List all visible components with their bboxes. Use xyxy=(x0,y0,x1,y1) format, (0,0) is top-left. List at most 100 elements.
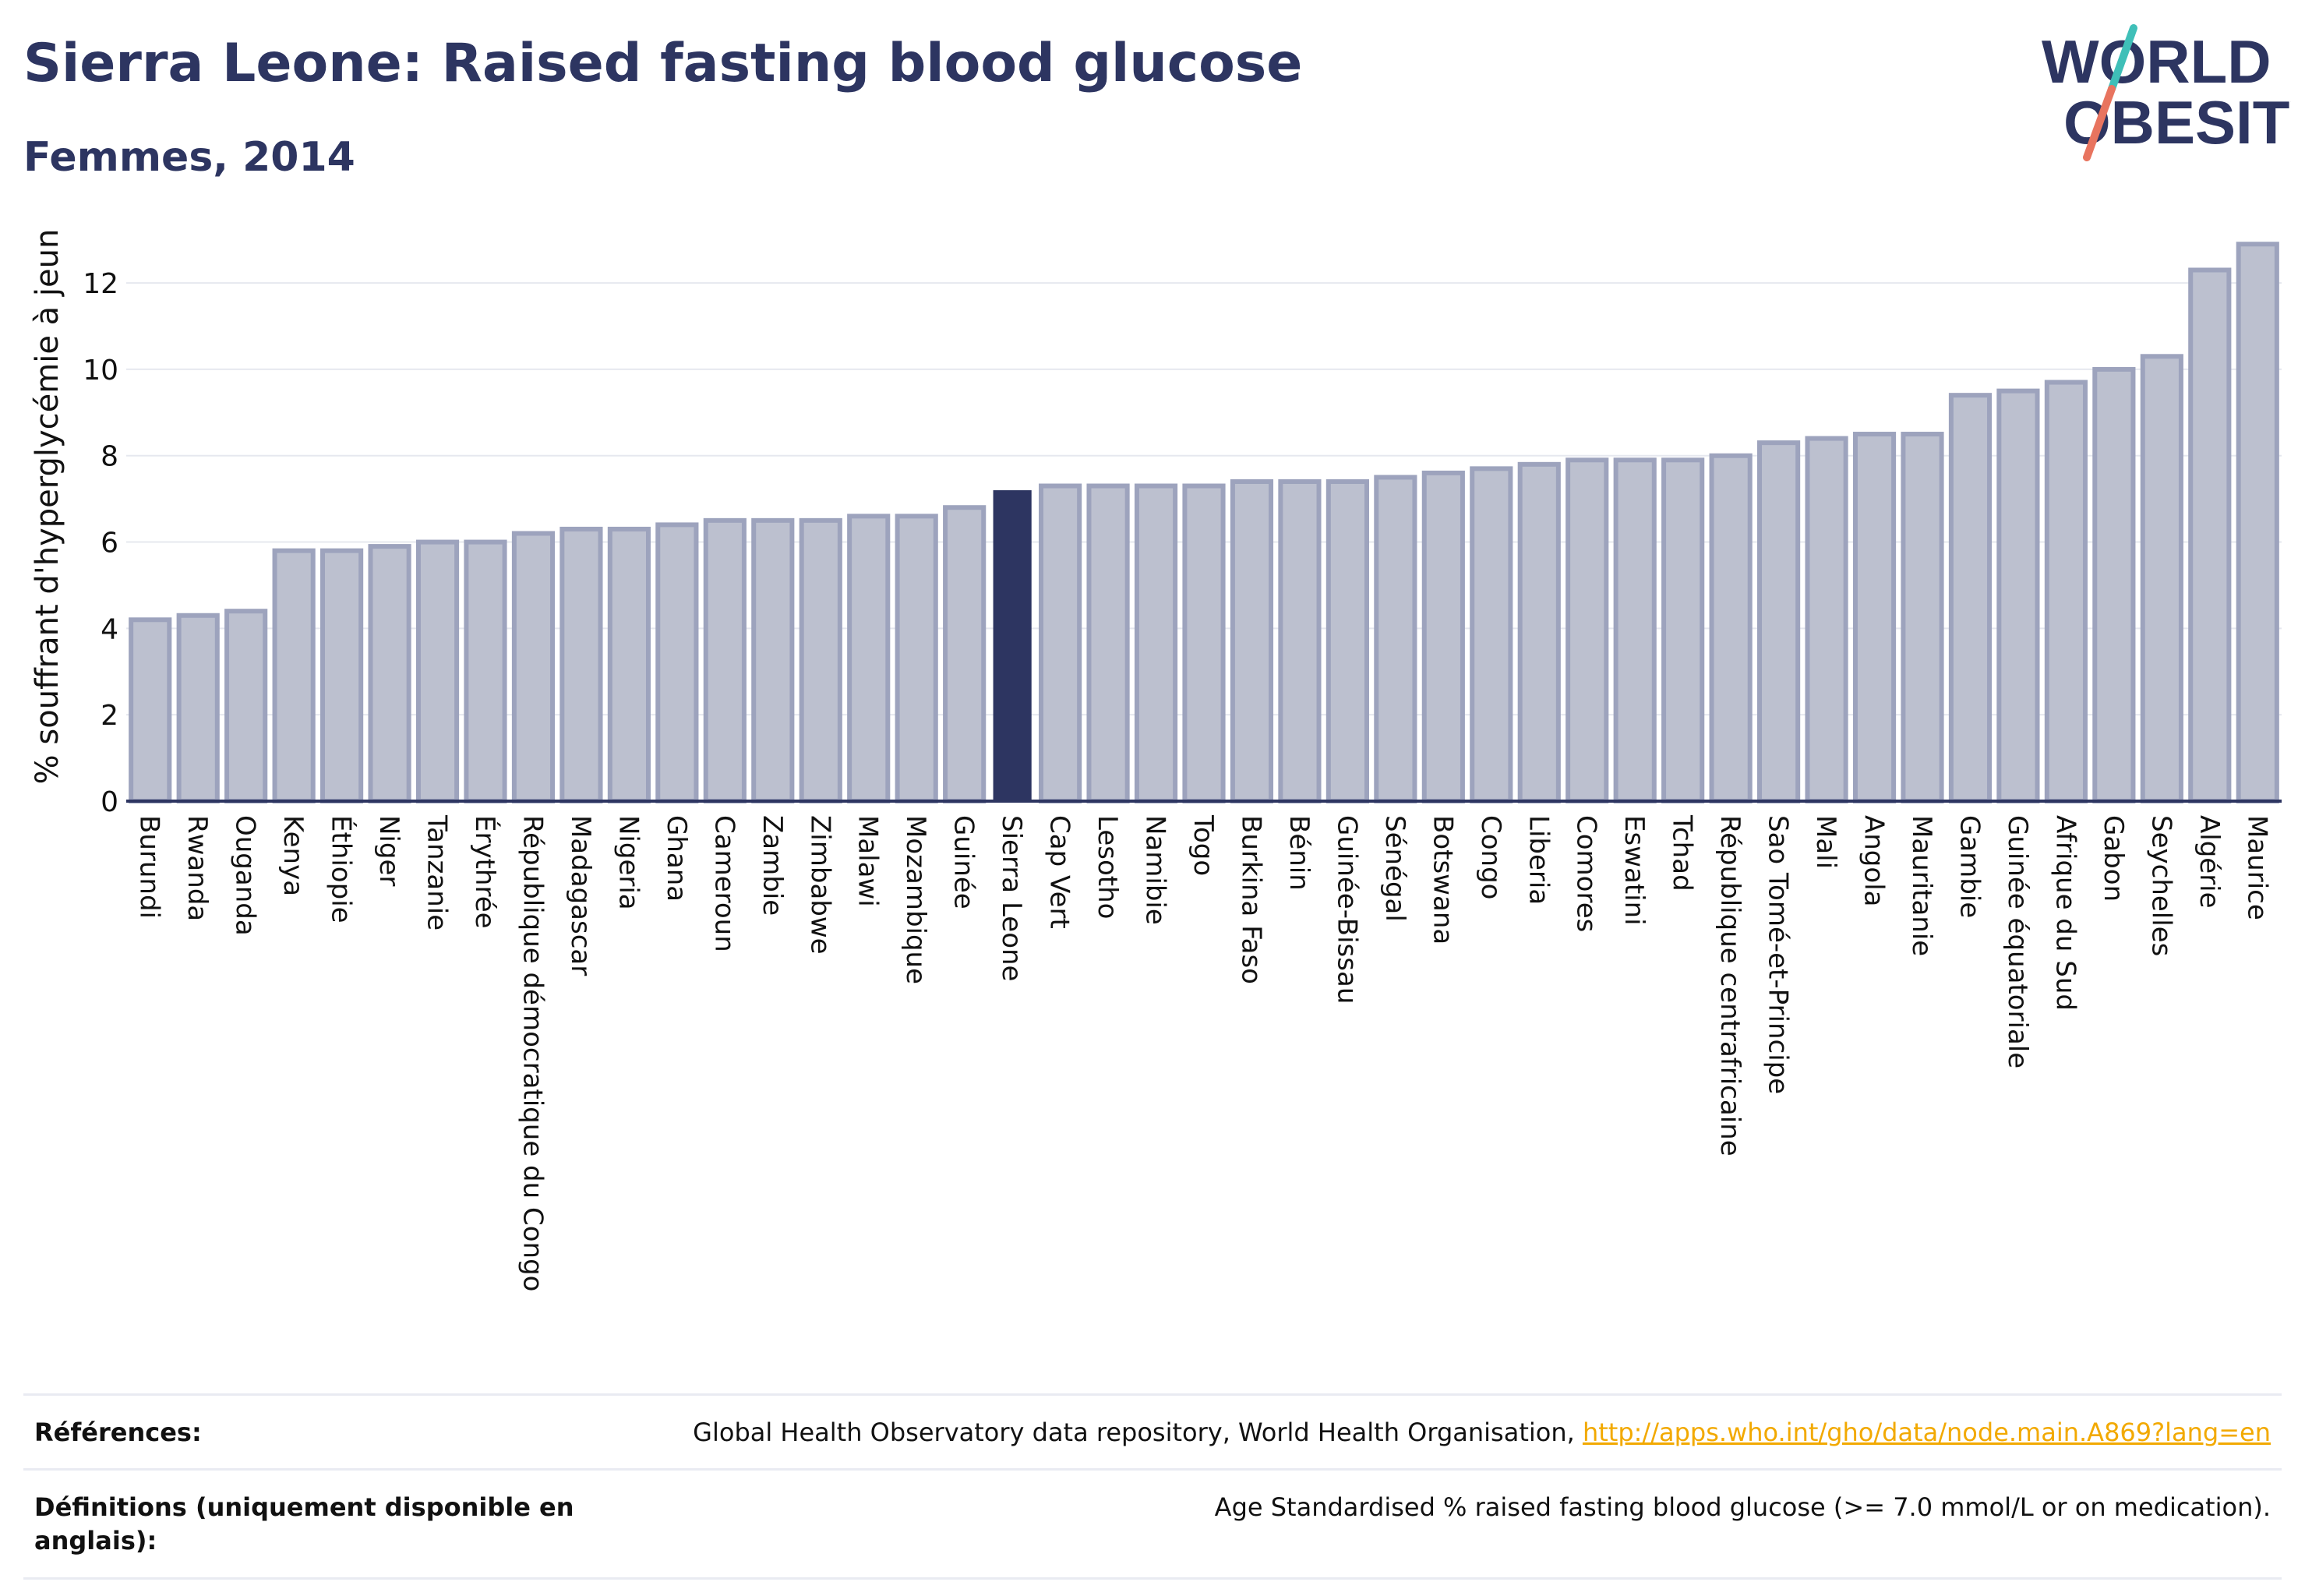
x-tick-label: Sao Tomé-et-Principe xyxy=(1763,815,1794,1094)
bar-angola xyxy=(1852,432,1897,803)
bar-guin-e-quatoriale xyxy=(1996,388,2040,803)
bar-tanzanie xyxy=(415,539,460,803)
references-label: Références: xyxy=(34,1418,202,1447)
chart-subtitle: Femmes, 2014 xyxy=(23,134,355,181)
bar-eswatini xyxy=(1613,457,1657,803)
bar-sao-tom-et-principe xyxy=(1757,440,1801,803)
bar-gabon xyxy=(2092,366,2136,804)
y-tick-layer: 0 2 4 6 8 10 12 xyxy=(83,268,118,818)
x-tick-label: Malawi xyxy=(852,815,884,907)
x-tick-label: Nigeria xyxy=(612,815,644,910)
logo-slash-teal xyxy=(2108,24,2137,93)
bar-ouganda xyxy=(224,609,268,803)
bar-madagascar xyxy=(559,526,603,804)
bar-lesotho xyxy=(1086,483,1130,803)
x-tick-label: Comores xyxy=(1571,815,1602,932)
bar-zimbabwe xyxy=(799,517,842,804)
x-tick-label: Niger xyxy=(373,815,404,886)
bar-ghana xyxy=(655,522,699,803)
bar-kenya xyxy=(272,548,316,803)
y-tick-label: 0 xyxy=(101,786,118,818)
x-tick-label: Congo xyxy=(1475,815,1506,899)
x-tick-label: Gabon xyxy=(2098,815,2129,902)
bar-gambie xyxy=(1948,393,1993,804)
x-tick-label: Sénégal xyxy=(1379,815,1410,922)
x-tick-label: Maurice xyxy=(2241,815,2272,920)
x-tick-label: Ghana xyxy=(661,815,692,902)
x-tick-label: Liberia xyxy=(1523,815,1554,905)
y-axis-label: % souffrant d'hyperglycémie à jeun xyxy=(30,229,65,785)
x-tick-label: Guinée-Bissau xyxy=(1331,815,1362,1004)
bar-mali xyxy=(1805,436,1848,803)
x-tick-label: Algérie xyxy=(2194,815,2225,909)
bar-maurice xyxy=(2236,242,2279,803)
world-obesity-logo: WORLD OBESITY xyxy=(2042,24,2291,161)
x-tick-label: Ouganda xyxy=(230,815,261,936)
bar-togo xyxy=(1182,483,1226,803)
bar-chart: 0 2 4 6 8 10 12 Burundi Rwanda Ouganda Kenya Éthio… xyxy=(30,229,2282,1291)
x-tick-label: Mozambique xyxy=(900,815,931,984)
x-tick-label: Éthiopie xyxy=(326,815,358,923)
x-tick-label: Botswana xyxy=(1427,815,1458,945)
x-tick-label: Burundi xyxy=(134,815,165,919)
bar-tchad xyxy=(1661,457,1705,803)
reference-table: Références: Global Health Observatory da… xyxy=(23,1393,2282,1580)
bar-guin-e xyxy=(943,505,987,803)
y-tick-label: 12 xyxy=(83,268,118,300)
bar-comores xyxy=(1565,457,1609,803)
x-tick-label: Guinée xyxy=(948,815,980,909)
y-tick-label: 4 xyxy=(101,613,118,645)
bar-r-publique-centrafricaine xyxy=(1709,453,1753,803)
x-tick-label: Lesotho xyxy=(1092,815,1123,919)
bar-b-nin xyxy=(1278,478,1322,803)
logo-text-world: WORLD xyxy=(2042,27,2271,96)
bar-s-n-gal xyxy=(1374,475,1417,803)
x-tick-label: Tanzanie xyxy=(422,814,453,930)
x-tick-label: Guinée équatoriale xyxy=(2002,815,2033,1068)
x-tick-label: Cameroun xyxy=(708,815,740,952)
x-tick-label: Mauritanie xyxy=(1906,815,1937,956)
bar-cap-vert xyxy=(1039,483,1082,803)
bar-rwanda xyxy=(176,613,220,804)
bar--rythr-e xyxy=(464,539,507,803)
x-tick-label: Gambie xyxy=(1954,815,1985,918)
x-tick-label: Bénin xyxy=(1283,815,1315,891)
bar-mozambique xyxy=(895,514,938,803)
y-tick-label: 8 xyxy=(101,441,118,473)
bar-niger xyxy=(368,544,411,804)
x-tick-label: Tchad xyxy=(1667,814,1698,892)
references-link[interactable]: http://apps.who.int/gho/data/node.main.A… xyxy=(1582,1418,2271,1447)
bar-r-publique-d-mocratique-du-congo xyxy=(511,531,556,803)
bar-cameroun xyxy=(703,517,747,804)
definitions-row: Définitions (uniquement disponible en an… xyxy=(23,1468,2282,1580)
x-tick-label: Angola xyxy=(1858,815,1890,906)
x-label-layer: Burundi Rwanda Ouganda Kenya Éthiopie Niger Ta… xyxy=(134,814,2273,1291)
x-tick-label: Afrique du Sud xyxy=(2049,815,2081,1011)
bar-mauritanie xyxy=(1901,432,1944,803)
bar-botswana xyxy=(1421,470,1465,803)
references-row: Références: Global Health Observatory da… xyxy=(23,1393,2282,1468)
x-tick-label: Eswatini xyxy=(1618,815,1650,926)
bars-layer xyxy=(126,242,2282,804)
logo-slash-coral xyxy=(2083,85,2116,161)
definitions-value: Age Standardised % raised fasting blood … xyxy=(1214,1492,2271,1523)
x-tick-label: Kenya xyxy=(277,815,309,896)
x-tick-label: République centrafricaine xyxy=(1714,815,1746,1156)
bar-burkina-faso xyxy=(1230,478,1274,803)
x-tick-label: Zambie xyxy=(757,815,788,916)
x-tick-label: Sierra Leone xyxy=(996,815,1027,981)
bar-burundi xyxy=(129,617,172,803)
x-tick-label: Rwanda xyxy=(182,815,213,921)
bar-afrique-du-sud xyxy=(2044,380,2088,803)
bar--thiopie xyxy=(320,548,364,803)
bar-sierra-leone xyxy=(993,490,1032,801)
chart-title: Sierra Leone: Raised fasting blood gluco… xyxy=(23,33,1303,94)
bar-alg-rie xyxy=(2188,267,2232,803)
bar-seychelles xyxy=(2140,354,2183,803)
x-tick-label: Burkina Faso xyxy=(1235,815,1266,984)
y-tick-label: 6 xyxy=(101,528,118,560)
x-tick-label: Cap Vert xyxy=(1044,815,1075,929)
bar-guin-e-bissau xyxy=(1325,478,1369,803)
y-tick-label: 10 xyxy=(83,355,118,387)
bar-namibie xyxy=(1134,483,1178,803)
